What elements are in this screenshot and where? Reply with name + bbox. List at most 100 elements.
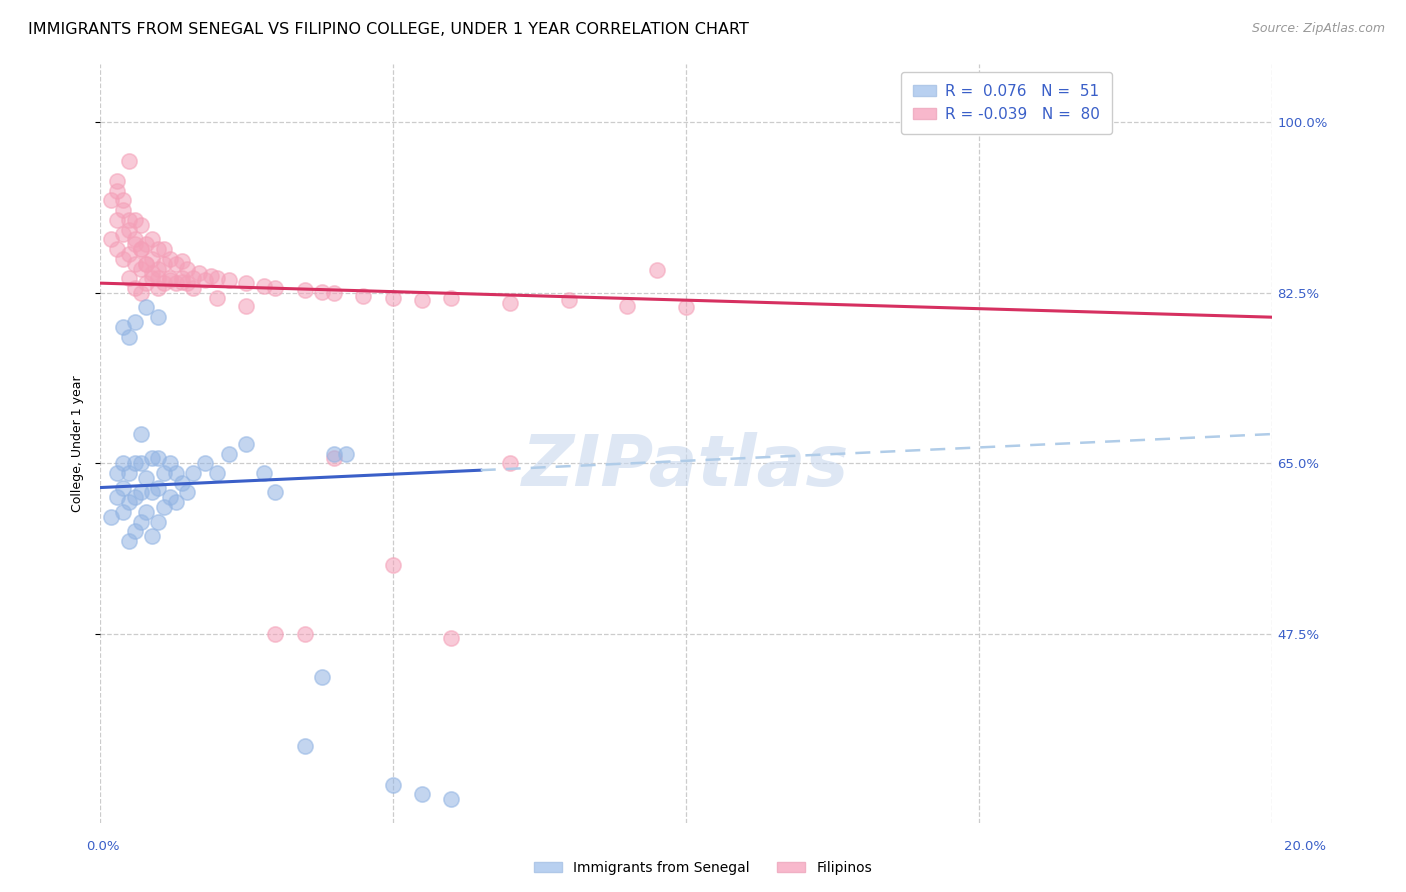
Point [159,273,181,287]
Point [311,285,333,299]
Point [124,524,146,539]
Point [111,227,134,242]
Point [129,515,152,529]
Point [111,194,134,208]
Point [440,632,463,646]
Point [129,485,152,500]
Point [557,293,579,307]
Point [440,291,463,305]
Point [100,194,122,208]
Point [118,271,141,285]
Point [124,212,146,227]
Point [111,505,134,519]
Point [499,295,522,310]
Point [323,446,346,460]
Point [294,283,316,297]
Point [100,232,122,246]
Point [411,787,433,801]
Point [253,466,276,480]
Point [141,232,163,246]
Point [135,237,157,252]
Point [146,481,169,495]
Point [124,456,146,470]
Point [153,500,176,514]
Point [194,456,217,470]
Legend: R =  0.076   N =  51, R = -0.039   N =  80: R = 0.076 N = 51, R = -0.039 N = 80 [901,71,1112,134]
Point [141,485,163,500]
Y-axis label: College, Under 1 year: College, Under 1 year [72,376,84,512]
Point [118,495,141,509]
Point [135,276,157,290]
Point [146,451,169,466]
Point [129,218,152,232]
Text: 0.0%: 0.0% [86,840,120,853]
Point [124,257,146,271]
Point [105,174,128,188]
Point [111,320,134,334]
Point [129,242,152,256]
Point [146,271,169,285]
Point [170,275,193,289]
Point [135,257,157,271]
Point [159,252,181,266]
Point [129,456,152,470]
Point [100,509,122,524]
Point [165,276,187,290]
Point [146,281,169,295]
Point [141,266,163,280]
Point [129,261,152,276]
Point [129,242,152,256]
Point [381,558,404,573]
Point [135,471,157,485]
Point [159,456,181,470]
Point [188,266,211,280]
Point [235,276,257,290]
Text: Source: ZipAtlas.com: Source: ZipAtlas.com [1251,22,1385,36]
Point [335,446,357,460]
Point [118,247,141,261]
Point [118,222,141,236]
Legend: Immigrants from Senegal, Filipinos: Immigrants from Senegal, Filipinos [529,855,877,880]
Point [111,481,134,495]
Point [111,252,134,266]
Point [141,252,163,266]
Point [440,792,463,806]
Point [105,184,128,198]
Point [645,263,668,277]
Point [323,285,346,300]
Point [264,626,287,640]
Point [352,289,374,303]
Point [153,466,176,480]
Point [159,271,181,285]
Point [124,491,146,505]
Point [170,271,193,285]
Point [124,281,146,295]
Text: 20.0%: 20.0% [1284,840,1326,853]
Point [381,291,404,305]
Point [111,456,134,470]
Point [153,257,176,271]
Point [264,281,287,295]
Point [183,281,205,295]
Point [194,273,217,287]
Point [141,451,163,466]
Point [235,299,257,313]
Point [205,271,228,285]
Point [141,271,163,285]
Point [105,212,128,227]
Point [135,505,157,519]
Point [218,273,240,287]
Point [159,491,181,505]
Point [118,212,141,227]
Point [165,495,187,509]
Point [381,778,404,792]
Point [294,739,316,753]
Text: ZIPatlas: ZIPatlas [522,432,849,501]
Point [105,491,128,505]
Point [176,276,198,290]
Point [170,253,193,268]
Point [135,257,157,271]
Point [146,242,169,256]
Point [146,310,169,325]
Point [253,279,276,293]
